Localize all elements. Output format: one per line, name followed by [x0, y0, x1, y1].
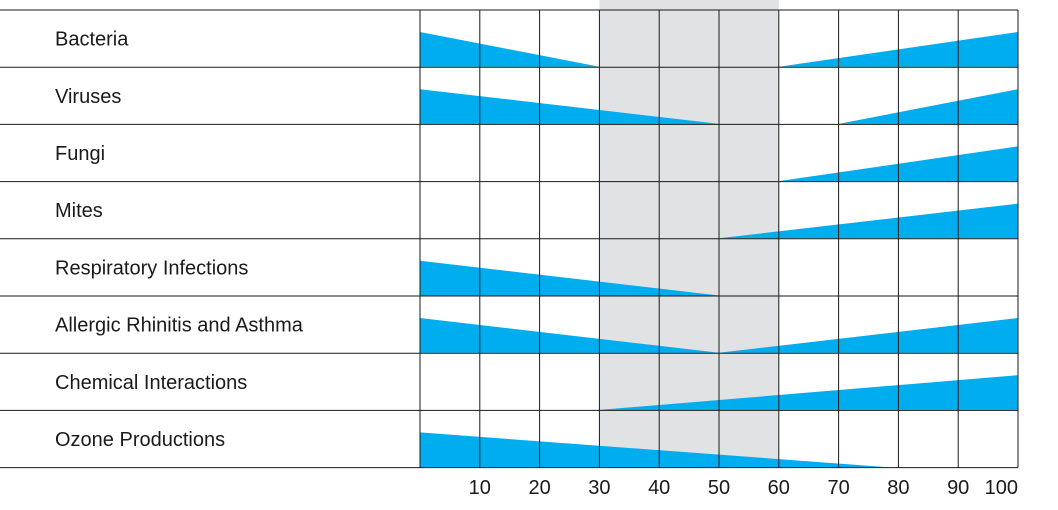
wedge-5-1 [719, 318, 1018, 353]
x-tick-label: 60 [768, 477, 790, 499]
row-label: Bacteria [55, 29, 129, 51]
row-label: Allergic Rhinitis and Asthma [55, 315, 304, 337]
x-tick-label: 40 [648, 477, 670, 499]
wedge-6-0 [599, 375, 1018, 410]
x-tick-label: 30 [588, 477, 610, 499]
row-label: Chemical Interactions [55, 372, 247, 394]
x-tick-label: 100 [985, 477, 1018, 499]
wedge-1-1 [838, 89, 1018, 124]
optimal-zone-band [599, 0, 779, 468]
row-label: Fungi [55, 143, 105, 165]
x-tick-label: 50 [708, 477, 730, 499]
row-labels-layer: Bacteria Viruses Fungi Mites Respiratory Inf… [55, 29, 304, 451]
x-tick-label: 20 [528, 477, 550, 499]
grid-layer [0, 9, 1019, 469]
x-tick-label: 70 [827, 477, 849, 499]
row-label: Mites [55, 200, 103, 222]
wedge-3-0 [719, 203, 1018, 239]
wedge-4-0 [420, 260, 719, 296]
wedge-0-0 [420, 32, 600, 67]
row-label: Respiratory Infections [55, 257, 248, 279]
wedge-1-0 [420, 89, 719, 124]
row-label: Ozone Productions [55, 429, 225, 451]
x-tick-label: 10 [469, 477, 491, 499]
row-label: Viruses [55, 86, 121, 108]
wedge-7-0 [420, 432, 887, 468]
x-tick-label: 90 [947, 477, 969, 499]
wedge-5-0 [420, 318, 719, 353]
optimal-zone-layer [599, 0, 779, 468]
x-tick-label: 80 [887, 477, 909, 499]
x-tick-labels-layer: 10 20 30 40 50 60 70 80 90 100 [469, 477, 1018, 499]
